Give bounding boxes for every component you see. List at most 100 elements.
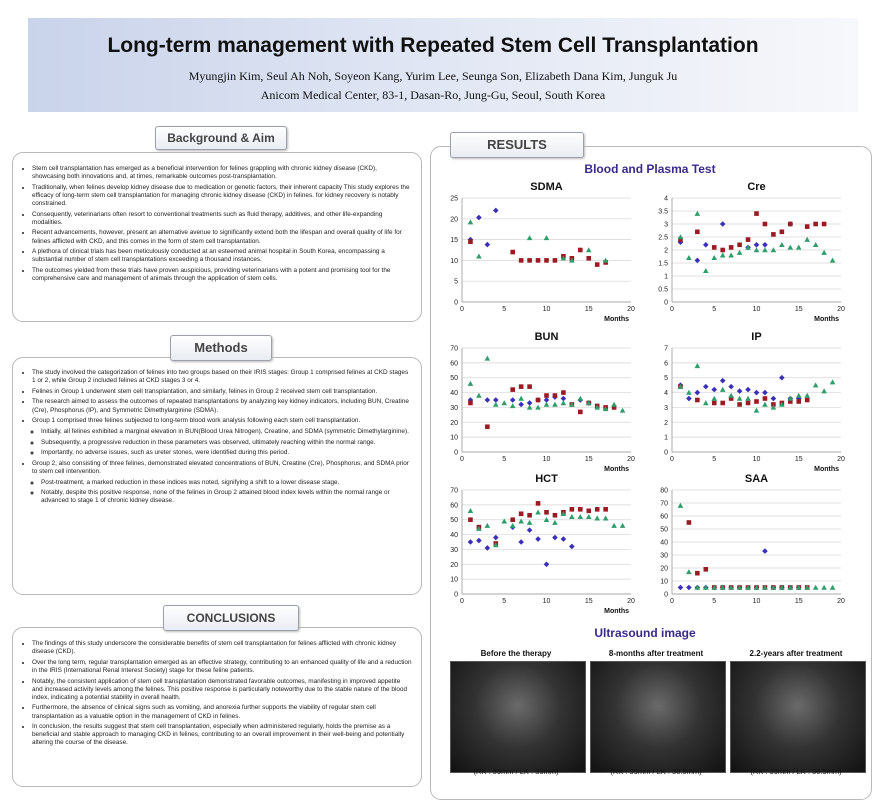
y-tick-label: 0 bbox=[454, 450, 458, 457]
data-point bbox=[543, 401, 550, 407]
data-point bbox=[552, 258, 558, 263]
data-point bbox=[686, 569, 692, 575]
data-point bbox=[677, 234, 684, 240]
data-point bbox=[787, 584, 794, 590]
data-point bbox=[578, 409, 583, 415]
data-point bbox=[694, 210, 701, 216]
data-point bbox=[510, 249, 515, 255]
methods-text: The study involved the categorization of… bbox=[22, 369, 412, 508]
data-point bbox=[694, 389, 701, 396]
data-point bbox=[770, 395, 777, 402]
data-point bbox=[719, 584, 726, 590]
data-point bbox=[535, 536, 541, 542]
data-point bbox=[518, 401, 524, 408]
data-point bbox=[728, 245, 734, 250]
methods-item: The study involved the categorization of… bbox=[32, 369, 412, 385]
data-point bbox=[476, 392, 482, 398]
x-tick-label: 20 bbox=[837, 456, 845, 463]
data-point bbox=[762, 401, 768, 407]
authors: Myungjin Kim, Seul Ah Noh, Soyeon Kang, … bbox=[188, 69, 678, 83]
methods-box bbox=[12, 357, 422, 595]
data-point bbox=[518, 539, 524, 545]
data-point bbox=[518, 258, 524, 263]
data-point bbox=[509, 397, 516, 403]
data-point bbox=[484, 522, 491, 528]
data-point bbox=[779, 229, 785, 235]
methods-item: Group 2, also consisting of three feline… bbox=[32, 460, 412, 506]
y-tick-label: 80 bbox=[660, 488, 668, 495]
y-tick-label: 0 bbox=[664, 300, 668, 307]
methods-item: The research aimed to assess the outcome… bbox=[32, 398, 412, 414]
y-tick-label: 0 bbox=[664, 450, 668, 457]
data-point bbox=[686, 395, 692, 402]
data-point bbox=[753, 407, 760, 413]
data-point bbox=[695, 570, 700, 576]
methods-subitem: Importantly, no adverse issues, such as … bbox=[41, 449, 412, 457]
data-point bbox=[526, 404, 533, 410]
y-tick-label: 40 bbox=[450, 390, 458, 397]
x-tick-label: 5 bbox=[712, 306, 716, 313]
y-tick-label: 60 bbox=[450, 502, 458, 509]
chart-hct: HCT 0 10 20 30 40 50 60 70 0 5 10 15 20 Months bbox=[450, 473, 635, 615]
data-point bbox=[578, 247, 583, 253]
data-point bbox=[484, 545, 491, 551]
background-item: The outcomes yielded from these trials h… bbox=[32, 267, 412, 283]
chart-bun: BUN 0 10 20 30 40 50 60 70 0 5 10 15 20 Months bbox=[450, 331, 635, 473]
data-point bbox=[779, 242, 785, 248]
data-point bbox=[719, 386, 726, 392]
data-point bbox=[468, 400, 473, 406]
data-point bbox=[527, 384, 532, 389]
data-point bbox=[544, 509, 549, 515]
y-tick-label: 0 bbox=[454, 300, 458, 307]
methods-heading: Methods bbox=[170, 335, 272, 361]
data-point bbox=[771, 402, 776, 407]
y-tick-label: 15 bbox=[450, 237, 458, 244]
data-point bbox=[703, 567, 709, 572]
data-point bbox=[762, 389, 768, 396]
chart-title: BUN bbox=[535, 331, 559, 343]
affiliation: Anicom Medical Center, 83-1, Dasan-Ro, J… bbox=[260, 88, 606, 102]
y-tick-label: 25 bbox=[450, 196, 458, 203]
background-item: Recent advancements, however, present an… bbox=[32, 229, 412, 245]
data-point bbox=[526, 400, 533, 406]
ultrasound-caption: (RK : 39mm / LK : 30.9mm) bbox=[610, 767, 702, 776]
data-point bbox=[745, 584, 751, 590]
data-point bbox=[561, 390, 566, 395]
data-point bbox=[552, 512, 558, 518]
x-tick-label: 0 bbox=[670, 306, 674, 313]
x-tick-label: 20 bbox=[837, 306, 845, 313]
data-point bbox=[745, 244, 751, 250]
data-point bbox=[711, 400, 717, 406]
chart-title: IP bbox=[751, 331, 761, 343]
data-point bbox=[510, 387, 515, 392]
ultrasound-caption: (RK : 39mm / LK : 30.9mm) bbox=[750, 767, 842, 776]
y-tick-label: 70 bbox=[660, 501, 668, 508]
y-tick-label: 20 bbox=[450, 216, 458, 223]
data-point bbox=[602, 515, 609, 521]
data-point bbox=[544, 393, 549, 398]
ultrasound-image-8months bbox=[590, 661, 726, 773]
data-point bbox=[804, 397, 810, 403]
data-point bbox=[560, 255, 567, 261]
data-point bbox=[788, 221, 793, 227]
data-point bbox=[594, 507, 600, 512]
conclusion-item: In conclusion, the results suggest that … bbox=[32, 723, 412, 747]
data-point bbox=[569, 543, 575, 550]
y-tick-label: 1 bbox=[664, 274, 668, 281]
data-point bbox=[694, 584, 701, 590]
data-point bbox=[686, 255, 692, 261]
data-point bbox=[467, 380, 474, 386]
data-point bbox=[611, 401, 617, 407]
data-point bbox=[594, 262, 600, 267]
data-point bbox=[484, 355, 491, 361]
results-heading: RESULTS bbox=[450, 132, 584, 158]
data-point bbox=[493, 534, 499, 541]
methods-subitem: Post-treatment, a marked reduction in th… bbox=[41, 479, 412, 487]
data-point bbox=[543, 561, 550, 568]
data-point bbox=[586, 508, 592, 514]
data-point bbox=[711, 584, 718, 590]
data-point bbox=[762, 584, 768, 590]
x-tick-label: 10 bbox=[543, 598, 551, 605]
data-point bbox=[509, 522, 516, 528]
x-tick-label: 15 bbox=[795, 306, 803, 313]
